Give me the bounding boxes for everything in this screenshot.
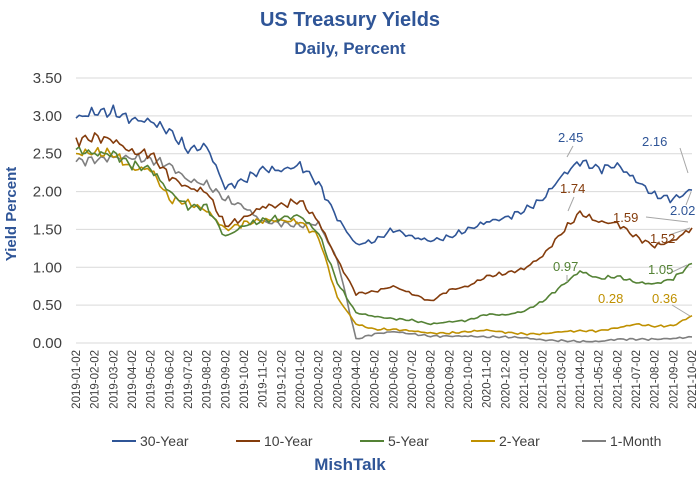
x-tick-label: 2021-08-02 [650,350,662,409]
y-tick-label: 2.50 [33,146,62,163]
annotation-leader [645,216,689,223]
y-tick-labels: 0.00 0.50 1.00 1.50 2.00 2.50 3.00 3.50 [33,70,62,352]
annotation-leader [667,264,688,275]
x-tick-label: 2020-10-02 [463,350,475,409]
x-tick-label: 2021-02-02 [538,350,550,409]
legend-label: 5-Year [388,433,429,449]
x-tick-label: 2019-05-02 [146,350,158,409]
y-tick-label: 0.00 [33,335,62,352]
series-lines [75,104,693,343]
series-line-1-month [75,152,693,343]
annotation-label: 2.16 [642,134,667,149]
x-tick-label: 2020-05-02 [370,350,382,409]
y-tick-label: 2.00 [33,184,62,201]
x-tick-label: 2020-02-02 [314,350,326,409]
series-line-5-year [75,146,693,326]
x-tick-label: 2019-08-02 [202,350,214,409]
y-tick-label: 0.50 [33,297,62,314]
x-tick-label: 2019-10-02 [239,350,251,409]
x-tick-label: 2019-07-02 [183,350,195,409]
legend-label: 2-Year [499,433,540,449]
annotation-label: 0.97 [553,259,578,274]
legend: 30-Year 10-Year 5-Year 2-Year 1-Month [112,433,661,449]
x-tick-label: 2019-09-02 [220,350,232,409]
annotation-leader [685,191,692,206]
x-tick-label: 2019-02-02 [90,350,102,409]
x-tick-label: 2021-09-02 [668,350,680,409]
annotations: 2.45 2.16 2.02 1.74 1.59 1.52 0.97 1.05 0.28 0.36 [553,130,695,317]
chart-title: US Treasury Yields [260,9,440,31]
annotation-label: 0.28 [598,291,623,306]
annotation-label: 2.45 [558,130,583,145]
y-axis-label: Yield Percent [3,167,20,261]
chart-subtitle: Daily, Percent [294,39,406,58]
series-line-30-year [75,104,693,246]
legend-label: 1-Month [610,433,661,449]
brand-footer: MishTalk [314,455,386,474]
annotation-leader [566,145,574,158]
annotation-leader [567,196,575,212]
x-tick-label: 2019-03-02 [108,350,120,409]
annotation-leader [671,304,691,317]
annotation-leader [668,227,691,236]
x-tick-label: 2019-12-02 [276,350,288,409]
annotation-label: 1.52 [650,231,675,246]
legend-label: 10-Year [264,433,313,449]
x-tick-label: 2021-05-02 [594,350,606,409]
x-tick-label: 2021-01-02 [519,350,531,409]
x-tick-label: 2020-12-02 [500,350,512,409]
x-tick-label: 2021-04-02 [575,350,587,409]
x-tick-label: 2019-04-02 [127,350,139,409]
gridlines [76,77,692,344]
series-line-10-year [75,132,693,302]
y-tick-label: 1.00 [33,259,62,276]
y-tick-label: 1.50 [33,221,62,238]
x-tick-label: 2019-01-02 [71,350,83,409]
x-tick-label: 2020-04-02 [351,350,363,409]
x-tick-label: 2021-10-02 [687,350,699,409]
x-tick-label: 2020-08-02 [426,350,438,409]
y-tick-label: 3.50 [33,70,62,87]
x-tick-label: 2020-07-02 [407,350,419,409]
x-tick-label: 2020-09-02 [444,350,456,409]
x-tick-label: 2020-01-02 [295,350,307,409]
annotation-label: 1.59 [613,210,638,225]
x-tick-label: 2020-06-02 [388,350,400,409]
y-tick-label: 3.00 [33,108,62,125]
x-tick-label: 2020-03-02 [332,350,344,409]
annotation-leader [679,147,689,174]
annotation-label: 1.05 [648,262,673,277]
x-tick-label: 2021-07-02 [631,350,643,409]
annotation-label: 0.36 [652,291,677,306]
legend-label: 30-Year [140,433,189,449]
x-tick-label: 2021-03-02 [556,350,568,409]
annotation-label: 2.02 [670,203,695,218]
x-tick-label: 2019-06-02 [164,350,176,409]
x-tick-label: 2020-11-02 [482,350,494,408]
x-tick-label: 2021-06-02 [612,350,624,409]
annotation-label: 1.74 [560,181,585,196]
x-tick-label: 2019-11-02 [258,350,270,408]
x-tick-labels: 2019-01-02 2019-02-02 2019-03-02 2019-04-02… [71,350,699,409]
